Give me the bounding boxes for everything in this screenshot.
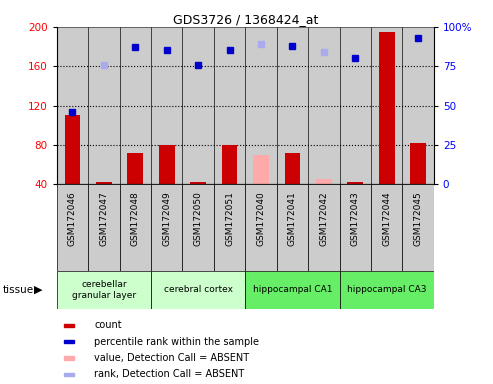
- Text: GSM172046: GSM172046: [68, 191, 77, 246]
- Text: GSM172045: GSM172045: [414, 191, 423, 246]
- Text: GSM172048: GSM172048: [131, 191, 140, 246]
- Bar: [57, 184, 88, 271]
- Text: tissue: tissue: [2, 285, 34, 295]
- Bar: [57, 27, 88, 184]
- Bar: [88, 184, 119, 271]
- Bar: [119, 184, 151, 271]
- Text: GSM172040: GSM172040: [256, 191, 266, 246]
- Bar: [277, 27, 308, 184]
- Text: cerebellar
granular layer: cerebellar granular layer: [72, 280, 136, 300]
- Bar: [340, 271, 434, 309]
- Text: GSM172051: GSM172051: [225, 191, 234, 246]
- Bar: [402, 184, 434, 271]
- Text: GSM172049: GSM172049: [162, 191, 171, 246]
- Bar: [182, 27, 214, 184]
- Text: percentile rank within the sample: percentile rank within the sample: [95, 337, 259, 347]
- Bar: [151, 184, 182, 271]
- Text: GSM172043: GSM172043: [351, 191, 360, 246]
- Text: hippocampal CA1: hippocampal CA1: [252, 285, 332, 295]
- Text: GSM172050: GSM172050: [194, 191, 203, 246]
- Bar: [119, 27, 151, 184]
- Bar: [182, 184, 214, 271]
- Bar: [159, 145, 175, 184]
- Bar: [253, 155, 269, 184]
- Text: GSM172042: GSM172042: [319, 191, 328, 246]
- Bar: [371, 27, 402, 184]
- Text: cerebral cortex: cerebral cortex: [164, 285, 233, 295]
- Bar: [316, 179, 332, 184]
- Bar: [340, 27, 371, 184]
- Bar: [64, 340, 74, 343]
- Title: GDS3726 / 1368424_at: GDS3726 / 1368424_at: [173, 13, 318, 26]
- Text: GSM172044: GSM172044: [382, 191, 391, 246]
- Bar: [402, 27, 434, 184]
- Bar: [64, 372, 74, 376]
- Text: hippocampal CA3: hippocampal CA3: [347, 285, 426, 295]
- Bar: [308, 27, 340, 184]
- Bar: [348, 182, 363, 184]
- Bar: [222, 145, 238, 184]
- Bar: [308, 184, 340, 271]
- Bar: [65, 116, 80, 184]
- Bar: [214, 27, 246, 184]
- Bar: [284, 153, 300, 184]
- Bar: [340, 184, 371, 271]
- Text: GSM172041: GSM172041: [288, 191, 297, 246]
- Bar: [245, 271, 340, 309]
- Bar: [214, 184, 246, 271]
- Bar: [277, 184, 308, 271]
- Bar: [410, 143, 426, 184]
- Bar: [151, 271, 245, 309]
- Text: value, Detection Call = ABSENT: value, Detection Call = ABSENT: [95, 353, 249, 363]
- Bar: [64, 324, 74, 327]
- Bar: [96, 182, 112, 184]
- Bar: [371, 184, 402, 271]
- Bar: [245, 184, 277, 271]
- Bar: [57, 271, 151, 309]
- Bar: [379, 32, 394, 184]
- Bar: [151, 27, 182, 184]
- Bar: [88, 27, 119, 184]
- Text: rank, Detection Call = ABSENT: rank, Detection Call = ABSENT: [95, 369, 245, 379]
- Bar: [64, 356, 74, 359]
- Bar: [190, 182, 206, 184]
- Text: count: count: [95, 320, 122, 330]
- Text: GSM172047: GSM172047: [99, 191, 108, 246]
- Bar: [245, 27, 277, 184]
- Text: ▶: ▶: [34, 285, 42, 295]
- Bar: [127, 153, 143, 184]
